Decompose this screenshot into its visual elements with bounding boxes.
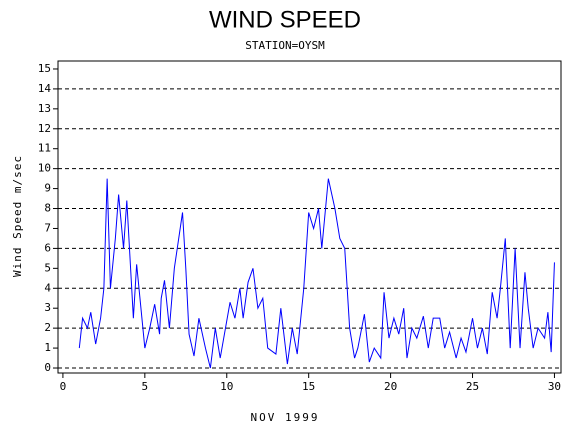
chart-title: WIND SPEED	[209, 6, 361, 33]
x-tick-label: 5	[142, 380, 149, 393]
plot-frame	[57, 60, 562, 374]
y-tick-label: 14	[38, 82, 52, 95]
x-tick-label: 10	[220, 380, 233, 393]
y-tick-label: 10	[38, 162, 51, 175]
y-tick-label: 7	[44, 221, 51, 234]
x-tick-label: 0	[60, 380, 67, 393]
y-tick-label: 12	[38, 122, 51, 135]
y-tick-label: 11	[38, 142, 51, 155]
x-tick-label: 25	[466, 380, 479, 393]
y-tick-label: 15	[38, 62, 51, 75]
y-tick-label: 5	[44, 261, 51, 274]
y-tick-label: 2	[44, 321, 51, 334]
chart-subtitle: STATION=OYSM	[245, 39, 325, 52]
y-tick-label: 0	[44, 361, 51, 374]
y-tick-label: 13	[38, 102, 51, 115]
x-axis-label: NOV 1999	[251, 411, 320, 424]
y-tick-label: 3	[44, 301, 51, 314]
y-tick-label: 4	[44, 281, 51, 294]
y-tick-label: 1	[44, 341, 51, 354]
y-axis-label: Wind Speed m/sec	[11, 155, 24, 277]
x-tick-label: 30	[548, 380, 561, 393]
data-line	[78, 178, 555, 369]
x-tick-label: 20	[384, 380, 397, 393]
y-tick-label: 6	[44, 241, 51, 254]
x-tick-label: 15	[302, 380, 315, 393]
y-tick-label: 9	[44, 182, 51, 195]
y-tick-label: 8	[44, 202, 51, 215]
